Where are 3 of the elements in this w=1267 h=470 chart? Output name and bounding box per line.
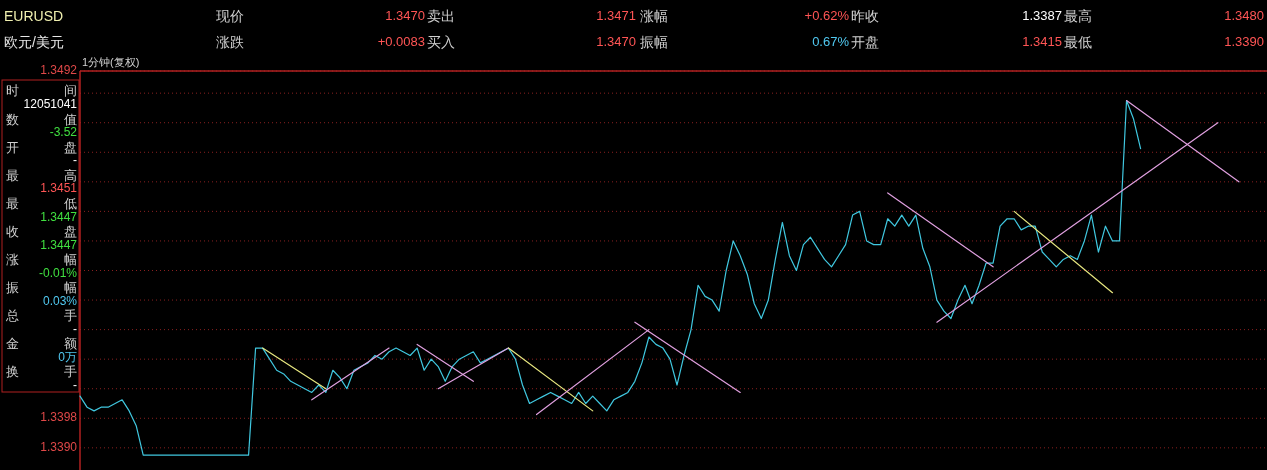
y-tick-label: 1.3398 — [40, 410, 78, 425]
y-tick-label: 1.3390 — [40, 440, 78, 455]
info-panel: 时 间 12051041 数 值 -3.52 开 盘 - 最 高 1.3451 最 低 1.3447 收 盘 1.3447 涨 幅 -0.01% 振 幅 0.03% 总 手 - 金 额 0万 换 手 - — [1, 79, 80, 393]
